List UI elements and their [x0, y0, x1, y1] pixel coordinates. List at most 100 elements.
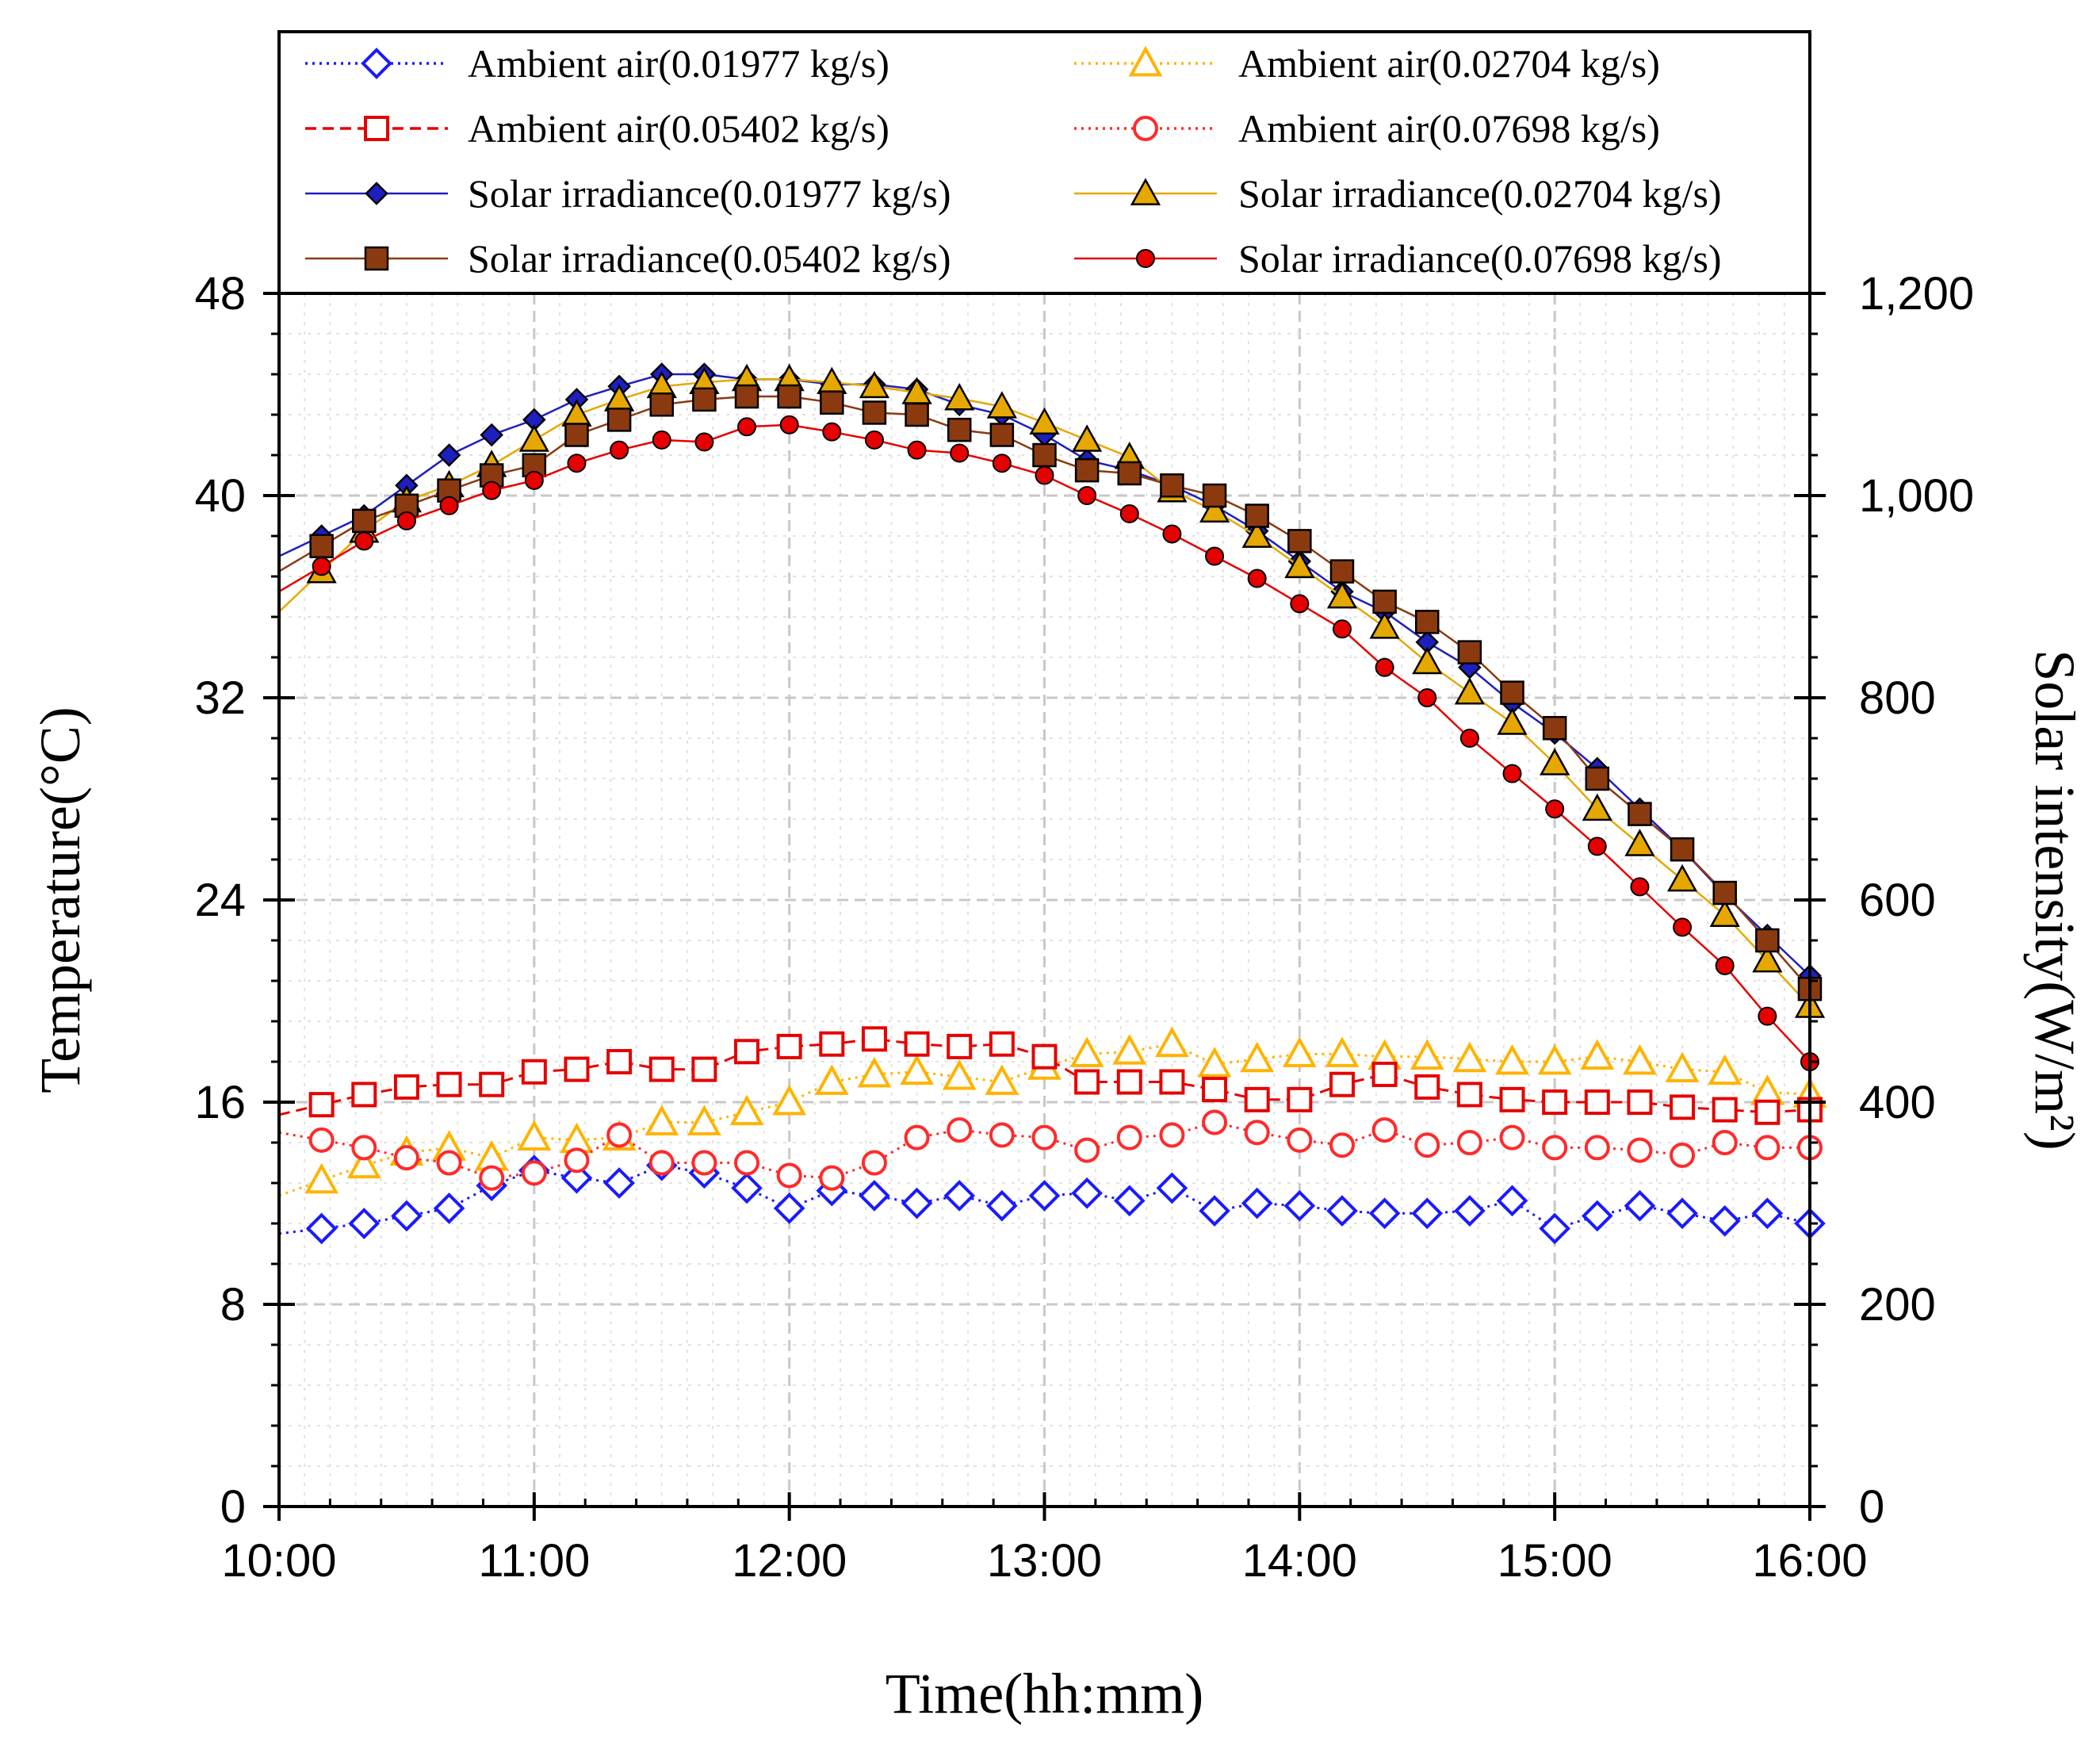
circle-marker: [1244, 1120, 1270, 1146]
circle-marker: [864, 430, 884, 450]
right-y-tick-label: 600: [1859, 875, 1936, 926]
circle-marker: [992, 454, 1012, 473]
circle-marker: [479, 1165, 505, 1191]
square-marker: [436, 1071, 462, 1097]
square-marker: [1032, 442, 1057, 468]
series-layer: [278, 362, 1827, 1245]
right-y-tick-label: 200: [1859, 1279, 1936, 1331]
circle-marker: [1074, 1137, 1100, 1163]
triangle-marker: [1282, 1036, 1317, 1067]
triangle-marker: [1665, 1051, 1700, 1082]
left-y-tick-label: 32: [194, 672, 246, 724]
square-marker: [819, 1031, 845, 1057]
diamond-marker: [391, 1200, 423, 1232]
circle-marker: [691, 1150, 717, 1176]
diamond-marker: [305, 1212, 338, 1245]
square-marker: [649, 392, 674, 417]
square-marker: [1287, 1086, 1313, 1112]
circle-marker: [1754, 1135, 1781, 1161]
diamond-marker: [1241, 1187, 1273, 1220]
triangle-marker: [944, 383, 975, 411]
triangle-marker: [1029, 407, 1060, 435]
circle-marker: [1542, 1135, 1568, 1161]
triangle-marker: [1666, 863, 1698, 892]
left-y-tick-label: 8: [220, 1279, 246, 1331]
square-marker: [606, 408, 632, 432]
circle-marker: [1136, 249, 1155, 268]
square-marker: [1116, 1069, 1142, 1095]
circle-marker: [989, 1122, 1015, 1148]
square-marker: [564, 423, 589, 447]
circle-marker: [1159, 1122, 1185, 1148]
triangle-marker: [687, 1105, 721, 1135]
diamond-marker: [1071, 1177, 1103, 1209]
square-marker: [947, 417, 972, 442]
circle-marker: [1205, 546, 1225, 566]
square-marker: [351, 1082, 377, 1108]
square-marker: [1627, 1089, 1653, 1115]
square-marker: [862, 400, 887, 425]
circle-marker: [1545, 799, 1565, 819]
circle-marker: [950, 443, 970, 463]
circle-marker: [354, 531, 374, 551]
circle-marker: [351, 1135, 377, 1161]
series-1: [278, 1149, 1826, 1245]
square-marker: [1287, 529, 1312, 553]
diamond-marker: [361, 48, 392, 79]
square-marker: [989, 1031, 1015, 1057]
square-marker: [308, 1092, 335, 1118]
circle-marker: [1587, 837, 1607, 856]
axes: 10:00 11:00 12:00 13:00 14:00 15:00 16:0008162…: [29, 268, 2087, 1725]
triangle-marker: [1284, 550, 1315, 579]
triangle-marker: [814, 1064, 849, 1095]
triangle-marker: [986, 391, 1017, 419]
triangle-marker: [772, 1084, 807, 1116]
circle-marker: [1202, 1109, 1228, 1135]
triangle-marker: [1130, 178, 1161, 205]
square-marker: [1754, 1099, 1781, 1125]
legend-label: Solar irradiance(0.01977 kg/s): [468, 171, 951, 216]
square-marker: [820, 390, 844, 415]
square-marker: [734, 1039, 760, 1065]
triangle-marker: [1495, 1043, 1529, 1075]
diamond-marker: [901, 1187, 933, 1220]
square-marker: [734, 384, 759, 409]
circle-marker: [606, 1122, 633, 1148]
circle-marker: [1371, 1117, 1398, 1143]
legend-entry: Ambient air(0.02704 kg/s): [1074, 41, 1660, 86]
diamond-marker: [437, 443, 461, 467]
square-marker: [692, 387, 717, 412]
diamond-marker: [1666, 1197, 1698, 1230]
triangle-marker: [1412, 646, 1443, 675]
right-y-axis-title: Solar intensity(W/m²): [2023, 649, 2087, 1150]
circle-marker: [1332, 619, 1352, 639]
circle-marker: [1247, 569, 1267, 588]
square-marker: [1670, 837, 1695, 862]
triangle-marker: [1623, 1043, 1657, 1075]
triangle-marker: [1497, 707, 1528, 735]
diamond-marker: [1368, 1197, 1401, 1230]
square-marker: [564, 1056, 590, 1082]
triangle-marker: [1069, 1036, 1104, 1067]
diamond-marker: [1199, 1195, 1230, 1227]
triangle-marker: [1155, 1026, 1189, 1058]
square-marker: [352, 508, 377, 534]
triangle-marker: [1540, 748, 1570, 775]
square-marker: [1542, 716, 1567, 741]
square-marker: [1712, 880, 1737, 906]
circle-marker: [1329, 1132, 1355, 1158]
square-marker: [904, 1031, 930, 1057]
square-marker: [1329, 1071, 1355, 1097]
left-y-tick-label: 0: [220, 1481, 246, 1533]
legend-label: Ambient air(0.05402 kg/s): [468, 106, 889, 151]
triangle-marker: [1708, 1054, 1742, 1086]
circle-marker: [1715, 955, 1735, 975]
circle-marker: [396, 511, 416, 530]
diamond-marker: [943, 1180, 976, 1212]
triangle-marker: [1537, 1043, 1572, 1075]
diamond-marker: [859, 1180, 890, 1212]
circle-marker: [737, 417, 757, 437]
circle-marker: [1456, 1130, 1482, 1155]
circle-marker: [308, 1127, 335, 1153]
